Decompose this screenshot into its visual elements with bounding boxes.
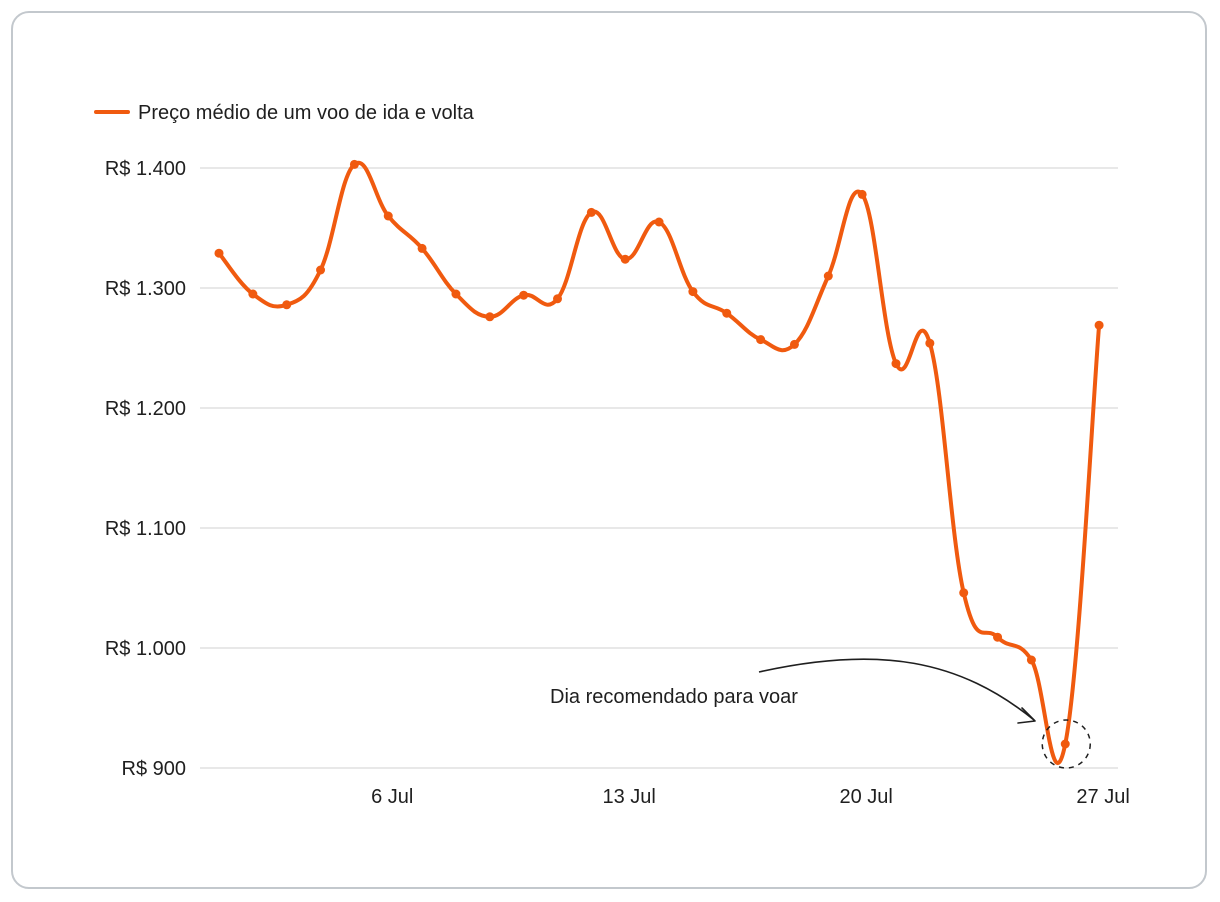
y-tick-label: R$ 1.100 (105, 518, 186, 540)
arrow-head-icon (1017, 707, 1036, 724)
data-point (519, 290, 529, 300)
data-point (553, 294, 562, 304)
series-line (217, 160, 1102, 766)
data-point (925, 338, 935, 348)
data-point (959, 588, 969, 598)
annotation-text: Dia recomendado para voar (550, 686, 798, 708)
x-tick-label: 20 Jul (839, 786, 892, 808)
x-tick-label: 27 Jul (1076, 786, 1129, 808)
data-point (823, 271, 833, 281)
y-tick-label: R$ 900 (122, 758, 187, 780)
data-point (586, 207, 596, 217)
x-tick-label: 6 Jul (371, 786, 413, 808)
data-point (485, 312, 495, 322)
x-tick-label: 13 Jul (603, 786, 656, 808)
data-point (722, 308, 732, 318)
data-point (857, 189, 867, 199)
grid-lines (200, 167, 1118, 769)
data-point (620, 254, 630, 264)
y-axis-ticks: R$ 1.400 R$ 1.300 R$ 1.200 R$ 1.100 R$ 1.000… (105, 158, 186, 780)
data-point (417, 243, 427, 253)
data-point (688, 287, 698, 297)
legend: Preço médio de um voo de ida e volta (94, 102, 475, 124)
annotation: Dia recomendado para voar (550, 658, 1091, 769)
data-point (451, 289, 461, 299)
data-point (316, 265, 326, 275)
y-tick-label: R$ 1.000 (105, 638, 186, 660)
data-point (1026, 655, 1036, 665)
data-point (993, 632, 1003, 642)
data-point (1094, 320, 1104, 330)
y-tick-label: R$ 1.200 (105, 398, 186, 420)
annotation-arrow (758, 658, 1035, 721)
data-point (1060, 739, 1070, 749)
x-axis-ticks: 6 Jul 13 Jul 20 Jul 27 Jul (371, 786, 1130, 808)
chart-card (11, 11, 1207, 889)
data-point (349, 159, 359, 169)
data-point (282, 300, 292, 310)
data-point (214, 248, 224, 258)
highlight-circle (1041, 719, 1091, 769)
y-tick-label: R$ 1.300 (105, 278, 186, 300)
data-point (654, 217, 664, 227)
data-point (383, 211, 393, 221)
data-point (756, 335, 766, 345)
data-point (789, 339, 799, 349)
series-group (214, 159, 1104, 766)
data-point (891, 359, 901, 369)
y-tick-label: R$ 1.400 (105, 158, 186, 180)
data-point (248, 289, 258, 299)
legend-label: Preço médio de um voo de ida e volta (138, 102, 475, 124)
